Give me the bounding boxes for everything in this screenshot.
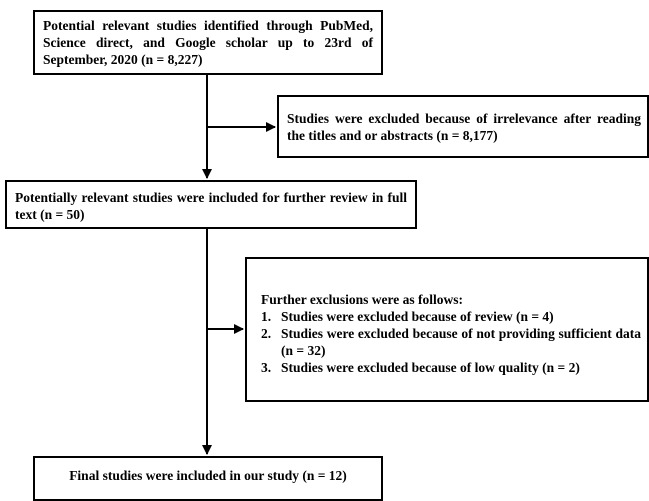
exclusion-item-text: Studies were excluded because of review … xyxy=(281,309,554,324)
exclusion-item-number: 1. xyxy=(261,309,272,324)
further-exclusions-heading: Further exclusions were as follows: xyxy=(261,292,463,307)
exclusion-item: 2. Studies were excluded because of not … xyxy=(261,325,641,359)
excluded-titles-text: Studies were excluded because of irrelev… xyxy=(287,111,641,143)
exclusion-item-text: Studies were excluded because of low qua… xyxy=(281,360,580,375)
exclusion-item: 3. Studies were excluded because of low … xyxy=(261,359,641,376)
further-exclusions-box: Further exclusions were as follows: 1. S… xyxy=(245,257,649,402)
exclusion-item-number: 3. xyxy=(261,360,272,375)
exclusion-item-number: 2. xyxy=(261,326,272,341)
exclusion-item-text: Studies were excluded because of not pro… xyxy=(281,326,641,358)
final-studies-box: Final studies were included in our study… xyxy=(33,456,383,501)
full-text-review-box: Potentially relevant studies were includ… xyxy=(5,180,417,229)
further-exclusions-list: 1. Studies were excluded because of revi… xyxy=(261,308,641,376)
full-text-review-text: Potentially relevant studies were includ… xyxy=(15,190,407,222)
identified-studies-text: Potential relevant studies identified th… xyxy=(43,18,373,67)
excluded-titles-box: Studies were excluded because of irrelev… xyxy=(277,95,649,158)
exclusion-item: 1. Studies were excluded because of revi… xyxy=(261,308,641,325)
identified-studies-box: Potential relevant studies identified th… xyxy=(33,10,383,75)
final-studies-text: Final studies were included in our study… xyxy=(69,468,347,483)
